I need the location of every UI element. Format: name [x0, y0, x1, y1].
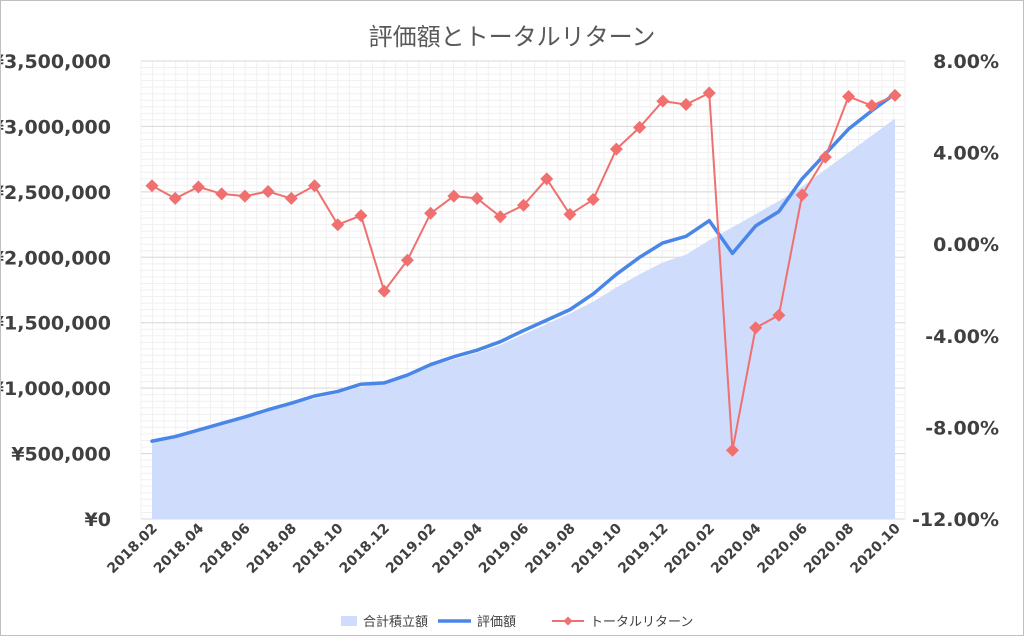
left-axis-tick-label: ¥3,000,000: [1, 116, 111, 138]
return-point-marker: [517, 198, 530, 212]
left-axis-tick-label: ¥2,000,000: [1, 247, 111, 269]
return-point-marker: [308, 179, 322, 193]
return-point-marker: [493, 210, 507, 224]
legend-label-accumulated: 合計積立額: [363, 614, 428, 630]
return-point-marker: [261, 185, 275, 199]
left-axis-tick-label: ¥1,500,000: [1, 313, 111, 335]
left-axis-tick-label: ¥500,000: [11, 444, 111, 466]
return-point-marker: [563, 207, 577, 221]
return-point-marker: [586, 193, 600, 207]
legend-label-total-return: トータルリターン: [590, 615, 693, 630]
return-point-marker: [702, 86, 716, 100]
left-axis-tick-label: ¥1,000,000: [1, 378, 111, 400]
legend-marker-total-return: [563, 616, 573, 626]
return-point-marker: [354, 209, 368, 223]
return-point-marker: [215, 187, 229, 201]
return-point-marker: [842, 89, 856, 103]
return-point-marker: [679, 98, 693, 112]
return-point-marker: [331, 218, 345, 232]
return-point-marker: [888, 88, 902, 102]
return-point-marker: [191, 180, 205, 194]
series-area-accumulated: [152, 118, 895, 519]
return-point-marker: [725, 443, 739, 457]
return-point-marker: [749, 321, 763, 335]
return-point-marker: [377, 284, 391, 298]
return-point-marker: [168, 191, 182, 205]
return-point-marker: [145, 179, 159, 193]
series-line-valuation: [150, 91, 897, 443]
legend-swatch-accumulated: [341, 616, 357, 626]
legend-label-valuation: 評価額: [477, 615, 516, 630]
left-axis-tick-label: ¥2,500,000: [1, 182, 111, 204]
right-axis-tick-label: 4.00%: [933, 143, 999, 165]
return-point-marker: [609, 142, 623, 156]
x-axis-tick-label: 2020.10: [847, 520, 904, 577]
return-point-marker: [656, 94, 670, 108]
return-point-marker: [400, 253, 414, 267]
return-point-marker: [818, 150, 832, 164]
return-point-marker: [540, 172, 554, 186]
right-axis-tick-label: 8.00%: [933, 51, 999, 73]
return-point-marker: [795, 188, 809, 202]
right-axis-tick-label: -4.00%: [925, 326, 999, 348]
right-axis-tick-label: -12.00%: [912, 509, 999, 531]
return-point-marker: [424, 206, 438, 220]
return-point-marker: [772, 308, 786, 322]
return-point-marker: [470, 191, 484, 205]
left-axis-tick-label: ¥3,500,000: [1, 51, 111, 73]
chart-title: 評価額とトータルリターン: [369, 23, 656, 51]
right-axis-tick-label: 0.00%: [933, 234, 999, 256]
return-point-marker: [865, 99, 879, 113]
return-point-marker: [284, 191, 298, 205]
return-point-marker: [633, 120, 647, 134]
left-axis-tick-label: ¥0: [85, 509, 111, 531]
return-point-marker: [447, 189, 461, 203]
return-point-marker: [238, 189, 252, 203]
right-axis-tick-label: -8.00%: [925, 417, 999, 439]
